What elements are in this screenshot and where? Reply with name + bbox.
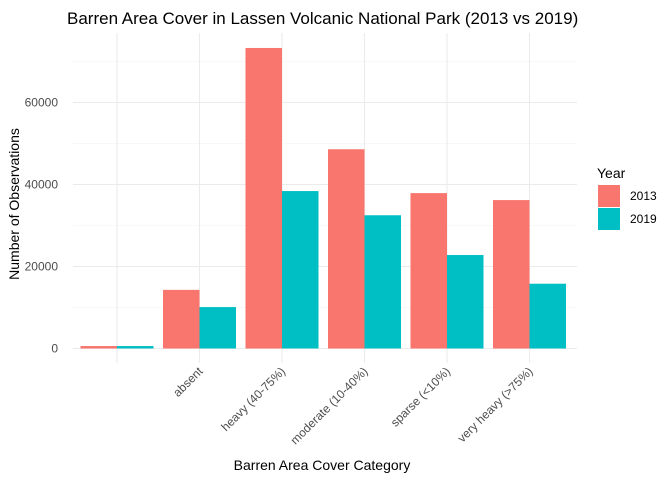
y-tick-label: 40000 xyxy=(25,178,59,192)
bar-2019 xyxy=(529,283,566,349)
x-tick-label: very heavy (>75%) xyxy=(455,364,536,445)
x-axis-ticks: absent heavy (40-75%) moderate (10-40%) spa… xyxy=(170,364,535,447)
legend-label-2019: 2019 xyxy=(630,212,657,226)
x-axis-title: Barren Area Cover Category xyxy=(234,457,411,473)
bar-2013 xyxy=(163,289,200,349)
bar-2019 xyxy=(199,307,236,349)
bar-2013 xyxy=(493,200,530,349)
legend-title: Year xyxy=(597,165,626,181)
bar-2013 xyxy=(328,149,365,349)
y-axis-ticks: 0 20000 40000 60000 xyxy=(25,96,59,356)
x-tick-label: sparse (<10%) xyxy=(388,364,453,429)
chart-title: Barren Area Cover in Lassen Volcanic Nat… xyxy=(67,9,578,28)
bar-2019 xyxy=(282,191,319,349)
y-tick-label: 0 xyxy=(51,342,58,356)
bar-2019 xyxy=(447,255,484,349)
x-tick-label: heavy (40-75%) xyxy=(218,364,288,434)
legend-swatch-2013 xyxy=(598,185,620,207)
bar-2013 xyxy=(245,47,282,349)
x-tick-label: absent xyxy=(170,364,206,400)
legend-label-2013: 2013 xyxy=(630,189,657,203)
bar-2019 xyxy=(364,215,401,349)
y-axis-title: Number of Observations xyxy=(6,128,22,280)
y-tick-label: 60000 xyxy=(25,96,59,110)
y-tick-label: 20000 xyxy=(25,260,59,274)
bar-2013 xyxy=(410,193,447,349)
x-tick-label: moderate (10-40%) xyxy=(288,364,371,447)
legend: Year 2013 2019 xyxy=(597,165,657,230)
bars xyxy=(80,47,566,349)
bar-2013 xyxy=(80,346,117,349)
bar-2019 xyxy=(117,346,154,349)
legend-swatch-2019 xyxy=(598,208,620,230)
